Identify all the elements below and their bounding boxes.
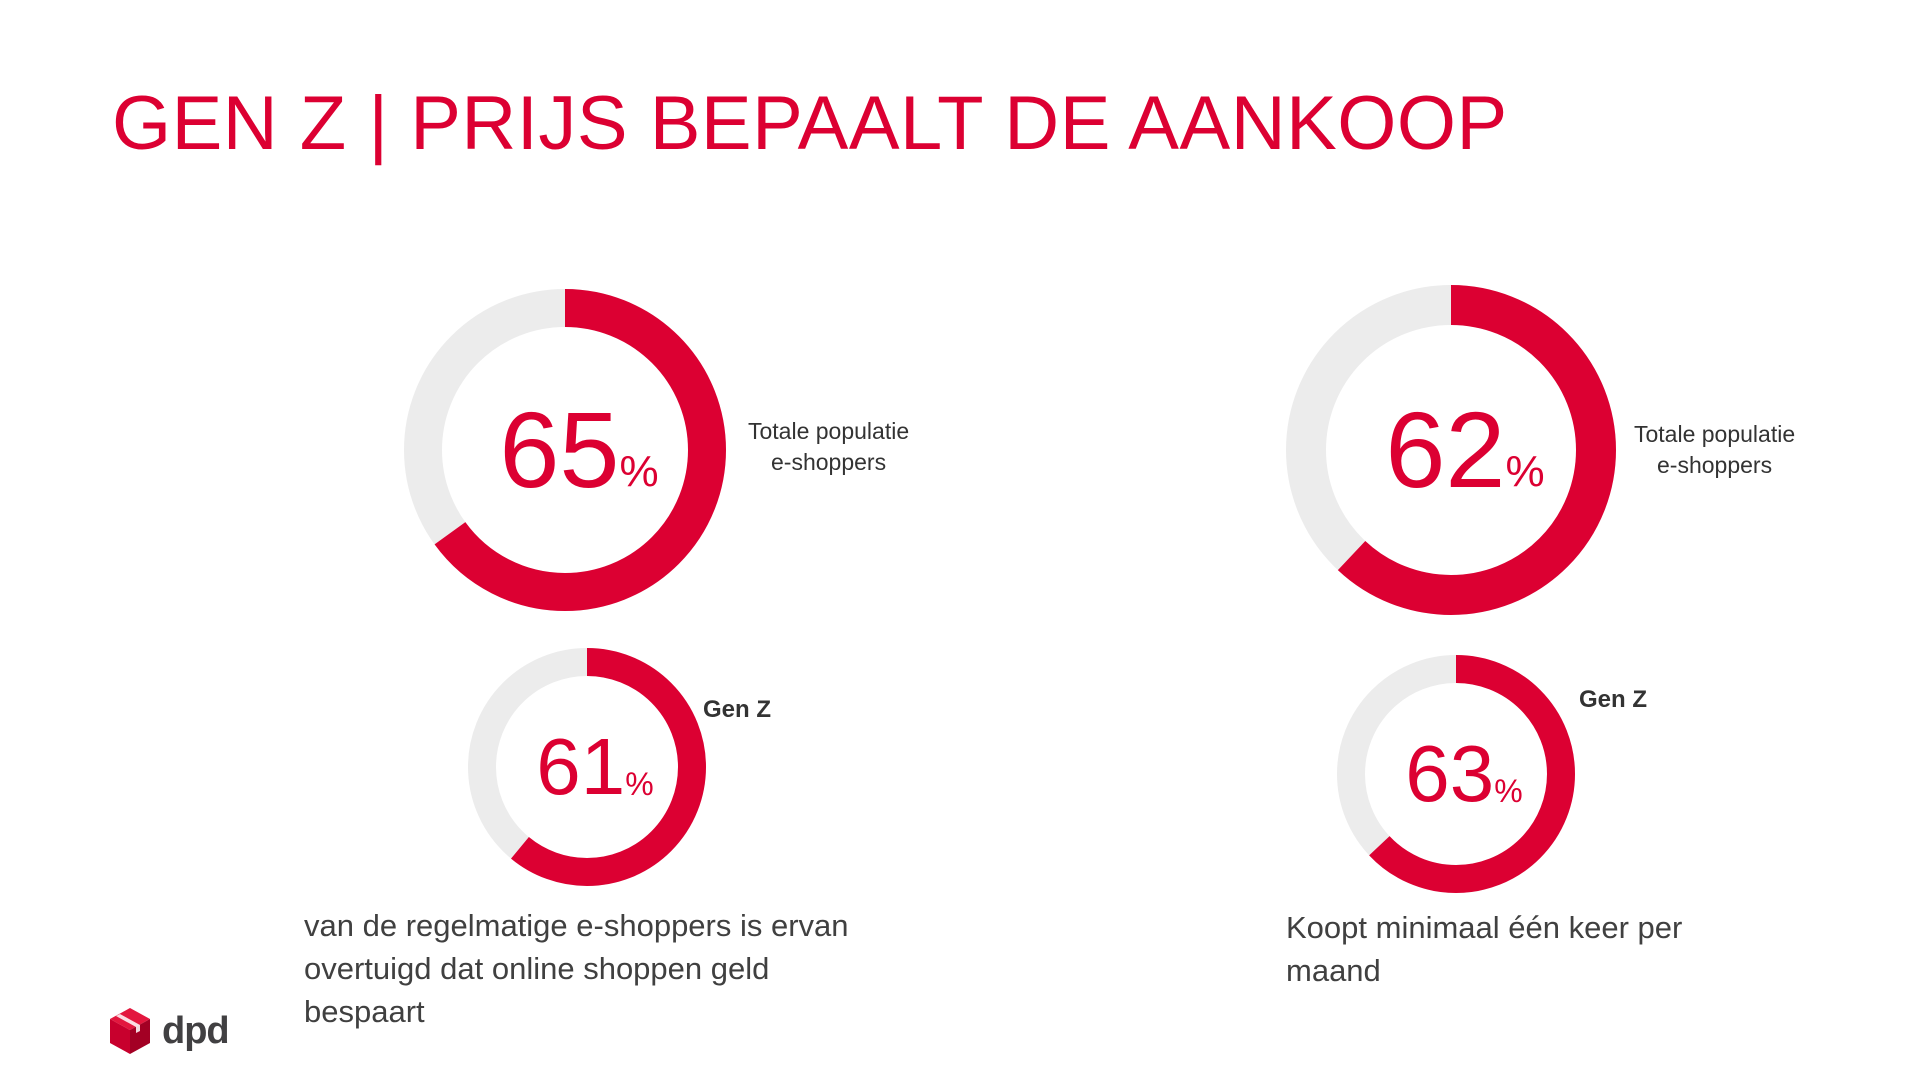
series-label-genz-left: Gen Z bbox=[703, 696, 772, 723]
donut-value: 62 % bbox=[1287, 286, 1629, 614]
donut-value-arc bbox=[404, 289, 726, 611]
percent-sign: % bbox=[625, 766, 654, 802]
donut-value: 65 % bbox=[405, 290, 739, 610]
series-label-total-right: Totale populatie e-shoppers bbox=[1634, 419, 1795, 481]
caption-line: van de regelmatige e-shoppers is ervan bbox=[304, 908, 849, 943]
series-label-line: e-shoppers bbox=[771, 449, 887, 475]
dpd-logo: dpd bbox=[108, 1006, 230, 1056]
caption-line: Koopt minimaal één keer per bbox=[1286, 910, 1683, 945]
donut-value-number: 62 bbox=[1385, 389, 1506, 510]
page-title: GEN Z | PRIJS BEPAALT DE AANKOOP bbox=[112, 81, 1508, 166]
series-label-genz-right: Gen Z bbox=[1579, 686, 1648, 713]
series-label-line: e-shoppers bbox=[1657, 452, 1773, 478]
caption-right: Koopt minimaal één keer per maand bbox=[1286, 906, 1766, 992]
percent-sign: % bbox=[1505, 447, 1545, 496]
caption-line: maand bbox=[1286, 953, 1381, 988]
donut-svg bbox=[404, 289, 726, 611]
donut-value-arc bbox=[468, 648, 706, 886]
donut-value-number: 65 bbox=[499, 389, 620, 510]
donut-value-arc bbox=[1286, 285, 1616, 615]
donut-value-number: 61 bbox=[536, 722, 626, 811]
donut-svg bbox=[1337, 655, 1575, 893]
series-label-line: Totale populatie bbox=[748, 418, 910, 444]
donut-left-total: 65 % bbox=[404, 289, 726, 611]
caption-line: bespaart bbox=[304, 994, 425, 1029]
donut-right-total: 62 % bbox=[1286, 285, 1616, 615]
donut-right-genz: 63 % bbox=[1336, 654, 1576, 894]
donut-value: 63 % bbox=[1336, 654, 1584, 894]
donut-value: 61 % bbox=[467, 647, 715, 887]
series-label-line: Totale populatie bbox=[1634, 421, 1796, 447]
donut-left-genz: 61 % bbox=[467, 647, 707, 887]
series-label-total-left: Totale populatie e-shoppers bbox=[748, 416, 909, 478]
dpd-cube-icon bbox=[110, 1008, 150, 1054]
caption-line: overtuigd dat online shoppen geld bbox=[304, 951, 770, 986]
donut-value-number: 63 bbox=[1405, 729, 1495, 818]
donut-value-arc bbox=[1337, 655, 1575, 893]
donut-svg bbox=[1286, 285, 1616, 615]
donut-svg bbox=[468, 648, 706, 886]
percent-sign: % bbox=[1494, 773, 1523, 809]
percent-sign: % bbox=[619, 447, 659, 496]
logo-text: dpd bbox=[162, 1010, 230, 1052]
caption-left: van de regelmatige e-shoppers is ervan o… bbox=[304, 904, 904, 1033]
